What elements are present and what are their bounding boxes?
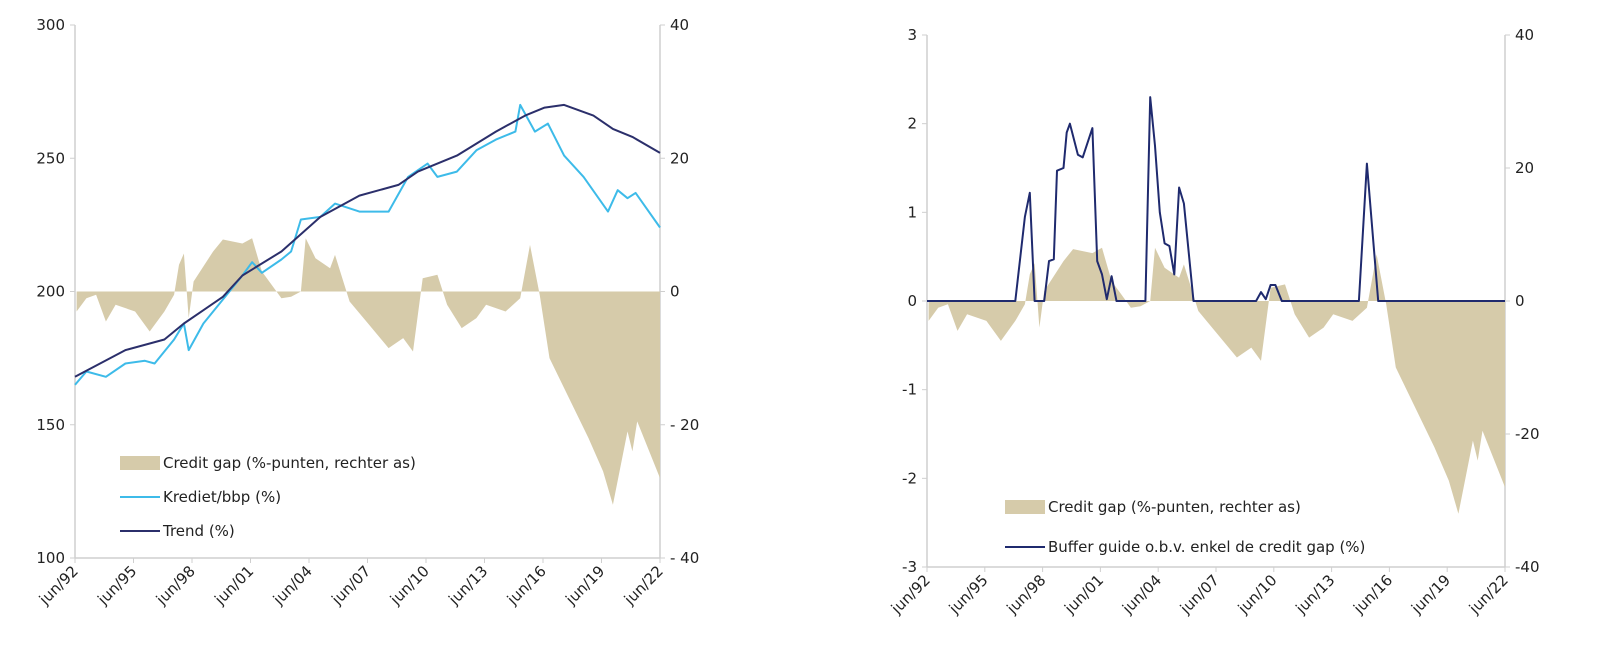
x-tick-label: jun/01 [210,562,257,609]
x-tick-label: jun/16 [1349,571,1396,618]
x-tick-label: jun/16 [503,562,550,609]
y-tick-label-left: 150 [36,416,65,434]
trend-line [74,103,661,378]
x-tick-label: jun/10 [386,562,433,609]
y-tick-label-right: 0 [670,283,680,301]
y-tick-label-right: -20 [1515,425,1540,443]
legend: Credit gap (%-punten, rechter as) Krediet… [120,454,416,540]
y-tick-label-right: 20 [670,149,689,167]
y-tick-label-right: -40 [1515,558,1540,576]
y-tick-label-right: 40 [1515,26,1534,44]
y-tick-label-right: 40 [670,16,689,34]
y-tick-label-left: -1 [902,381,917,399]
x-tick-label: jun/13 [444,562,491,609]
y-tick-label-right: 20 [1515,159,1534,177]
x-tick-label: jun/98 [1003,571,1050,618]
y-tick-label-left: 0 [907,292,917,310]
legend: Credit gap (%-punten, rechter as) Buffer … [1005,498,1365,556]
x-tick-label: jun/10 [1234,571,1281,618]
credit-gap-area [928,247,1505,514]
y-tick-label-left: -3 [902,558,917,576]
legend-label: Buffer guide o.b.v. enkel de credit gap … [1048,538,1365,556]
credit-gap-area [76,238,661,505]
y-tick-label-left: 3 [907,26,917,44]
y-tick-label-left: 200 [36,283,65,301]
x-tick-label: jun/04 [269,562,316,609]
x-tick-label: jun/07 [1176,571,1223,618]
x-tick-label: jun/13 [1292,571,1339,618]
y-tick-label-left: 300 [36,16,65,34]
y-tick-label-right: 0 [1515,292,1525,310]
buffer-guide-line [927,96,1505,302]
x-tick-label: jun/98 [152,562,199,609]
y-tick-label-right: - 20 [670,416,699,434]
y-tick-label-left: 250 [36,149,65,167]
x-tick-label: jun/92 [887,571,934,618]
x-tick-label: jun/07 [327,562,374,609]
legend-label: Credit gap (%-punten, rechter as) [1048,498,1301,516]
x-tick-label: jun/95 [93,562,140,609]
legend-label: Credit gap (%-punten, rechter as) [163,454,416,472]
x-tick-label: jun/22 [1465,571,1512,618]
x-tick-label: jun/01 [1060,571,1107,618]
x-tick-label: jun/22 [620,562,667,609]
y-tick-label-left: 1 [907,203,917,221]
y-tick-label-left: 100 [36,549,65,567]
y-tick-label-left: -2 [902,469,917,487]
y-tick-label-right: - 40 [670,549,699,567]
x-tick-label: jun/04 [1118,571,1165,618]
legend-label: Krediet/bbp (%) [163,488,281,506]
legend-swatch-area [120,456,160,470]
x-tick-label: jun/19 [1407,571,1454,618]
legend-label: Trend (%) [162,522,235,540]
legend-swatch-area [1005,500,1045,514]
x-tick-label: jun/92 [35,562,82,609]
x-tick-label: jun/95 [945,571,992,618]
y-tick-label-left: 2 [907,115,917,133]
krediet-bbp-line [74,103,661,386]
x-tick-label: jun/19 [561,562,608,609]
